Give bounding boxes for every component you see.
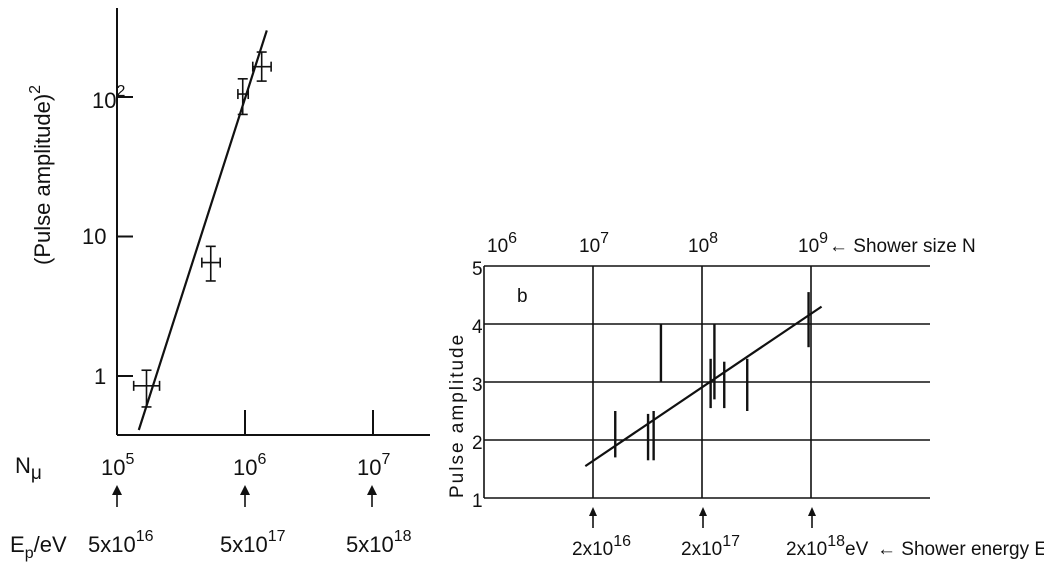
left-energy-tick-1: 5x1016 <box>88 528 154 557</box>
right-top-axis-label: ← Shower size N <box>829 236 976 257</box>
left-panel: 102 10 1 (Pulse amplitude)2 Nμ 105 106 1… <box>10 8 430 562</box>
right-top-tick-1e6: 106 <box>487 230 517 257</box>
left-xtick-label-1e6: 106 <box>233 451 266 480</box>
right-y-axis-label: Pulse amplitude <box>447 333 468 498</box>
right-energy-arrow-2 <box>699 507 707 528</box>
right-ytick-label-1: 1 <box>472 491 483 512</box>
left-energy-tick-2: 5x1017 <box>220 528 286 557</box>
left-energy-label: Ep/eV <box>10 532 67 562</box>
left-x-axis-label: Nμ <box>15 453 42 484</box>
left-xtick-label-1e5: 105 <box>101 451 134 480</box>
right-panel: b Pulse amplitude 1 2 3 4 5 106 107 108 … <box>447 230 1044 565</box>
right-bottom-axis-label: ← Shower energy Ep <box>877 539 1044 565</box>
right-bottom-tick-2e16: 2x1016 <box>572 533 631 560</box>
right-ytick-label-5: 5 <box>472 259 483 280</box>
right-bottom-tick-2e17: 2x1017 <box>681 533 740 560</box>
right-energy-arrow-3 <box>808 507 816 528</box>
right-top-tick-1e7: 107 <box>579 230 609 257</box>
left-energy-arrow-3 <box>367 485 377 507</box>
right-top-tick-1e9: 109 <box>798 230 828 257</box>
left-energy-arrow-2 <box>240 485 250 507</box>
left-ytick-label-100: 102 <box>92 83 125 113</box>
right-energy-arrow-1 <box>589 507 597 528</box>
left-ytick-label-10: 10 <box>82 224 106 249</box>
left-data-point <box>201 245 221 282</box>
right-ytick-label-3: 3 <box>472 375 483 396</box>
left-fit-line <box>137 30 268 431</box>
left-xtick-label-1e7: 107 <box>357 451 390 480</box>
left-energy-arrow-1 <box>112 485 122 507</box>
right-ytick-label-2: 2 <box>472 433 483 454</box>
left-y-axis-label: (Pulse amplitude)2 <box>27 85 55 265</box>
left-energy-tick-3: 5x1018 <box>346 528 412 557</box>
right-top-tick-1e8: 108 <box>688 230 718 257</box>
right-fit-line <box>584 305 823 468</box>
right-ytick-label-4: 4 <box>472 317 483 338</box>
right-bottom-tick-2e18: 2x1018eV <box>786 533 869 560</box>
left-ytick-label-1: 1 <box>94 364 106 389</box>
right-panel-label: b <box>517 286 528 307</box>
